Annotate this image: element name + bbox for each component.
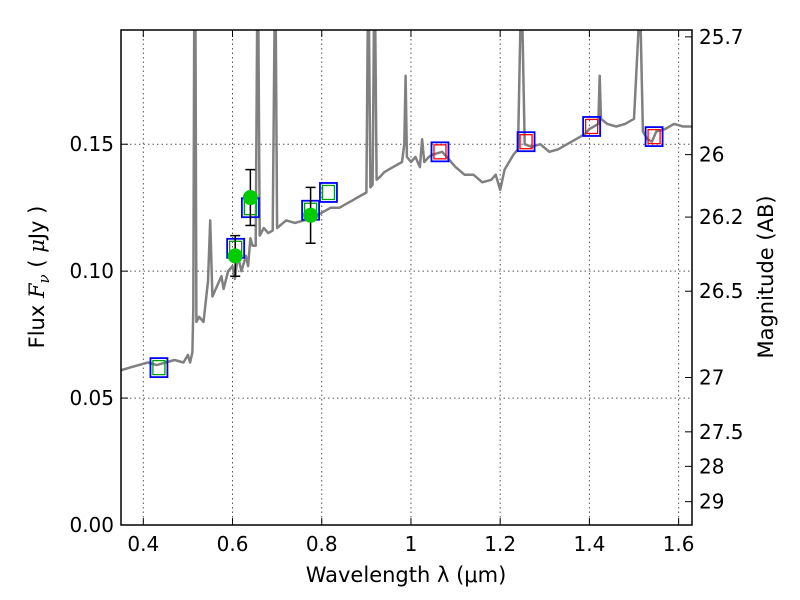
y2-tick-label: 28 [699, 454, 724, 478]
model-square-inner [584, 118, 599, 135]
model-square-inner [152, 359, 166, 376]
spectrum-line [121, 30, 692, 372]
x-tick-label: 0.8 [306, 532, 338, 556]
measurement-point [227, 248, 243, 264]
measurement-point [242, 190, 258, 206]
measurement-point [303, 207, 319, 223]
y-axis-label-subscript: ν [35, 274, 53, 283]
x-tick-label: 1.4 [573, 532, 605, 556]
photometry-series [149, 116, 664, 379]
y-axis-label-unit-symbol: μ [25, 239, 49, 253]
model-square-marker [516, 131, 536, 153]
y2-tick-label: 27 [699, 366, 724, 390]
model-square-marker [582, 116, 602, 137]
model-square-inner [647, 128, 661, 145]
model-square-marker [644, 126, 664, 148]
y-tick-label: 0.05 [69, 386, 114, 410]
model-square-inner [321, 184, 336, 201]
y-axis-label-unit-close: Jy ) [25, 206, 49, 242]
y2-tick-label: 26 [699, 143, 724, 167]
y2-tick-label: 27.5 [699, 420, 744, 444]
y2-tick-label: 29 [699, 490, 724, 514]
x-tick-label: 1.6 [663, 532, 695, 556]
y-tick-label: 0.10 [69, 259, 114, 283]
model-square-inner [519, 134, 533, 150]
model-square-marker [319, 182, 338, 203]
y-tick-label: 0.00 [69, 513, 114, 537]
x-tick-label: 1 [405, 532, 418, 556]
plot-frame [120, 29, 693, 526]
y2-tick-label: 26.2 [699, 205, 744, 229]
y-axis-label-unit-open: ( [25, 253, 49, 275]
y-axis-label-prefix: Flux [25, 298, 49, 348]
axis-ticks: 0.4 0.6 0.8 1 1.2 1.4 1.6 0.00 0.05 0.10 0.15 25.7 2… [69, 25, 743, 556]
model-square-marker [149, 357, 169, 379]
x-axis-label: Wavelength λ (μm) [306, 563, 507, 587]
model-square-marker [430, 141, 450, 163]
x-tick-label: 0.6 [217, 532, 249, 556]
grid-lines [121, 30, 692, 526]
y2-axis-label: Magnitude (AB) [754, 195, 778, 358]
model-square-inner [433, 144, 447, 160]
x-tick-label: 1.2 [484, 532, 516, 556]
y-axis-label-symbol: F [25, 282, 49, 299]
spectrum-series [121, 30, 692, 372]
y2-tick-label: 26.5 [699, 279, 744, 303]
x-tick-label: 0.4 [127, 532, 159, 556]
y-tick-label: 0.15 [69, 132, 114, 156]
y-axis-label: Flux Fν ( μJy ) [25, 206, 53, 349]
y2-tick-label: 25.7 [699, 25, 744, 49]
